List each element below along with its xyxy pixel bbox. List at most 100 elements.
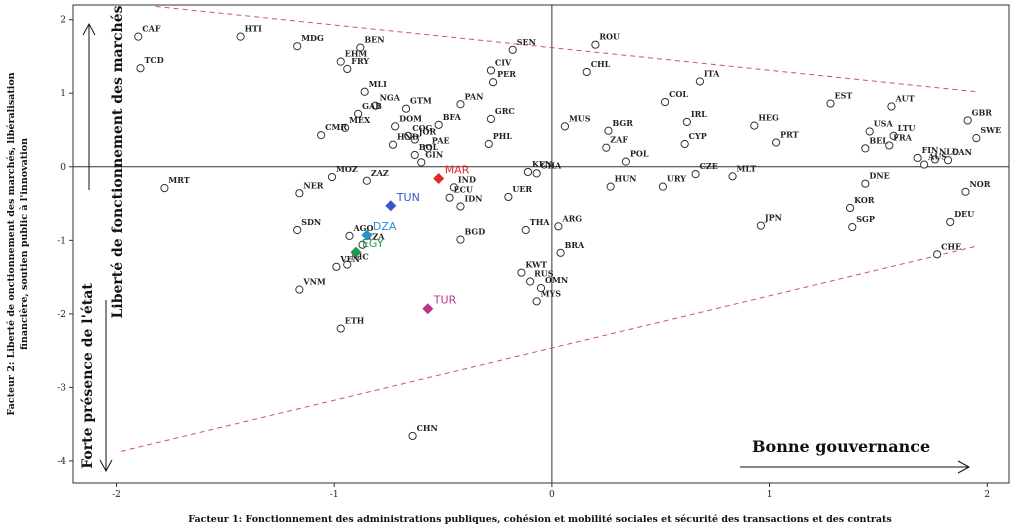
point-label-bol: BOL — [419, 142, 439, 152]
point-label-civ: CIV — [495, 57, 512, 67]
highlight-dza — [361, 229, 373, 241]
x-tick-label: -1 — [330, 490, 339, 500]
point-label-gab: GAB — [362, 101, 382, 111]
point-hun — [606, 182, 615, 191]
point-label-phl: PHL — [493, 131, 513, 141]
y-tick-label: 2 — [60, 16, 66, 26]
point-label-gha: GHA — [541, 160, 562, 170]
point-label-mex: MEX — [349, 115, 371, 125]
point-dne — [861, 179, 870, 188]
point-vnm — [295, 285, 304, 294]
point-label-kwt: KWT — [525, 260, 547, 270]
point-label-ecu: ECU — [454, 185, 473, 195]
plot-frame — [72, 4, 1010, 484]
point-label-chn: CHN — [417, 423, 438, 433]
highlight-label-egy: EGY — [362, 237, 384, 250]
point-label-bel: BEL — [869, 135, 888, 145]
point-fra — [885, 141, 894, 150]
point-label-chl: CHL — [591, 59, 611, 69]
point-phl — [484, 139, 493, 149]
point-label-mrt: MRT — [168, 175, 189, 185]
point-mdg — [293, 42, 302, 51]
y-tick-label: -2 — [57, 310, 66, 320]
point-mlt — [728, 172, 737, 181]
point-ehm — [336, 57, 345, 66]
y-tick-label: -1 — [57, 236, 66, 246]
point-label-nld: NLD — [939, 146, 959, 156]
upper-trend-line — [155, 5, 977, 93]
point-aus — [920, 160, 929, 169]
point-label-vnm: VNM — [302, 277, 326, 287]
point-ben — [356, 43, 365, 52]
point-aut — [887, 102, 896, 111]
y-axis-label-line-1: Facteur 2: Liberté de onctionnement des … — [6, 72, 17, 415]
point-pol — [621, 157, 630, 166]
trend-lines — [120, 5, 977, 452]
liberte-marches-label: Liberté de fonctionnement des marchés — [110, 5, 126, 318]
point-label-hun: HUN — [615, 174, 637, 184]
point-fry — [343, 64, 352, 74]
x-axis-label: Facteur 1: Fonctionnement des administra… — [188, 514, 891, 525]
point-label-tha: THA — [530, 217, 551, 227]
point-label-pae: PAE — [432, 135, 450, 145]
right-arrowhead-icon — [957, 460, 971, 474]
point-arg — [554, 222, 563, 231]
point-zaz — [362, 176, 371, 185]
axes: -2 -1 0 1 2 2 1 0 -1 -2 -3 -4 — [57, 5, 1009, 500]
point-label-ben: BEN — [364, 35, 384, 45]
point-mrt — [160, 184, 169, 193]
point-ind — [449, 183, 459, 192]
lower-trend-line — [120, 245, 977, 452]
point-label-per: PER — [497, 69, 516, 79]
point-label-rou: ROU — [599, 32, 620, 42]
point-label-col: COL — [669, 89, 688, 99]
point-label-swe: SWE — [980, 125, 1001, 135]
point-chl — [582, 67, 591, 77]
point-sdn — [293, 225, 302, 235]
point-bgd — [456, 235, 465, 244]
point-label-fra: FRA — [893, 132, 912, 142]
point-label-tcd: TCD — [144, 55, 163, 65]
point-label-aut: AUT — [894, 93, 914, 103]
highlight-label-dza: DZA — [373, 220, 397, 233]
point-moz — [327, 172, 337, 182]
point-ven — [332, 262, 341, 271]
point-label-ehm: EHM — [345, 49, 368, 59]
point-label-eth: ETH — [345, 316, 365, 326]
point-label-gbr: GBR — [972, 107, 993, 117]
point-ecu — [445, 193, 454, 202]
point-omn — [536, 284, 546, 293]
point-label-omn: OMN — [545, 275, 568, 285]
point-per — [489, 78, 498, 87]
forte-presence-label: Forte présence de l'état — [80, 283, 96, 469]
point-label-ind: IND — [458, 174, 476, 184]
point-rus — [526, 277, 535, 286]
point-label-jpn: JPN — [764, 213, 782, 223]
point-rou — [591, 40, 600, 49]
highlight-label-tun: TUN — [396, 191, 420, 204]
annotation-up: Liberté de fonctionnement des marchés — [82, 5, 126, 318]
point-kwt — [517, 268, 526, 277]
point-usa — [865, 127, 874, 136]
point-label-sen: SEN — [517, 37, 536, 47]
point-label-gin: GIN — [425, 149, 443, 159]
point-label-nga: NGA — [380, 93, 401, 103]
point-gtm — [401, 104, 411, 113]
point-label-nor: NOR — [969, 179, 990, 189]
highlight-mar — [433, 173, 445, 185]
point-jor — [410, 135, 419, 144]
point-bol — [410, 150, 419, 160]
point-zaf — [602, 143, 611, 152]
point-est — [826, 99, 835, 108]
point-eth — [336, 324, 345, 333]
point-label-bgr: BGR — [612, 118, 633, 128]
point-label-ven: VEN — [339, 254, 360, 264]
point-gbr — [963, 116, 972, 125]
point-label-mlt: MLT — [737, 163, 757, 173]
point-label-che: CHE — [941, 241, 961, 251]
point-chn — [408, 431, 417, 441]
point-label-cyp: CYP — [689, 131, 707, 141]
point-label-nic: NIC — [351, 252, 368, 262]
point-sgp — [848, 222, 857, 232]
annotation-down: Forte présence de l'état — [80, 283, 113, 473]
